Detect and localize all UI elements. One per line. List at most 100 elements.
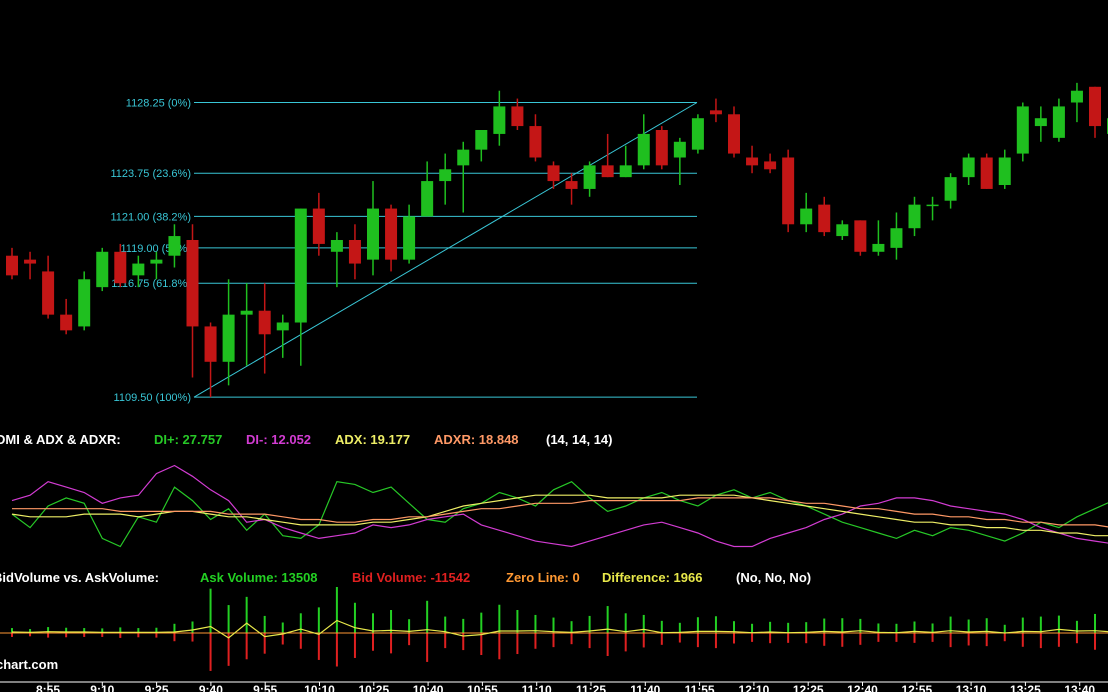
candle-body	[890, 228, 903, 248]
candle-body	[312, 208, 325, 244]
candle-body	[330, 240, 343, 252]
fib-level-label: 1116.75 (61.8%)	[111, 278, 191, 290]
candle-body	[655, 130, 668, 166]
candle-body	[457, 149, 470, 166]
volume-label: BidVolume vs. AskVolume:	[0, 570, 159, 585]
time-tick-label: 12:40	[847, 683, 878, 692]
time-tick-label: 11:25	[576, 683, 606, 692]
fib-trend-line	[193, 102, 698, 398]
candle-body	[691, 118, 704, 150]
time-tick-label: 11:10	[522, 683, 552, 692]
candle-body	[276, 322, 289, 331]
candle-body	[944, 177, 957, 201]
dmi-line-adx	[11, 494, 1108, 537]
adx-value: ADX: 19.177	[335, 432, 410, 447]
di-minus-value: DI-: 12.052	[246, 432, 311, 447]
candle-body	[60, 314, 73, 331]
candle-body	[1052, 106, 1065, 138]
candle-body	[240, 310, 253, 315]
candle-body	[673, 141, 686, 158]
candle-body	[367, 208, 379, 260]
volume-legend: BidVolume vs. AskVolume: Ask Volume: 135…	[0, 570, 811, 585]
candle-body	[186, 240, 199, 327]
time-axis: 8:55 9:10 9:25 9:40 9:55 10:10 10:25 10:40 10:55…	[0, 681, 1108, 692]
candle-body	[1070, 90, 1083, 103]
candle-body	[980, 157, 993, 189]
candle-body	[24, 259, 37, 264]
time-tick-label: 13:10	[956, 683, 987, 692]
time-tick-label: 13:40	[1064, 683, 1095, 692]
candle-body	[150, 259, 163, 264]
candle-body	[114, 251, 127, 284]
candle-body	[583, 165, 596, 189]
candle-body	[132, 263, 145, 276]
zero-line-value: Zero Line: 0	[506, 570, 580, 585]
candle-body	[42, 271, 55, 315]
time-tick-label: 10:40	[413, 683, 444, 692]
candle-body	[962, 157, 975, 178]
time-tick-label: 12:10	[739, 683, 770, 692]
candle-body	[547, 165, 560, 182]
dmi-legend: DMI & ADX & ADXR: DI+: 27.757 DI-: 12.05…	[0, 432, 613, 447]
volume-params: (No, No, No)	[736, 570, 811, 585]
fib-level-label: 1121.00 (38.2%)	[110, 211, 191, 223]
candle-body	[475, 130, 488, 150]
candle-body	[348, 240, 361, 264]
dmi-panel[interactable]: DMI & ADX & ADXR: DI+: 27.757 DI-: 12.05…	[0, 432, 1108, 552]
candle-body	[294, 208, 307, 323]
candle-body	[619, 165, 632, 178]
candle-body	[168, 236, 181, 256]
candle-body	[709, 110, 722, 115]
candle-body	[746, 157, 759, 166]
fib-level-label: 1128.25 (0%)	[126, 98, 191, 110]
candle-body	[728, 114, 740, 154]
time-tick-label: 12:25	[793, 683, 824, 692]
candle-body	[493, 106, 506, 134]
candle-body	[385, 208, 398, 260]
time-tick-label: 12:55	[901, 683, 932, 692]
dmi-line-di-minus	[11, 464, 1108, 548]
candle-body	[854, 220, 867, 252]
candle-body	[1016, 106, 1029, 154]
difference-value: Difference: 1966	[602, 570, 702, 585]
candle-body	[258, 310, 271, 335]
candle-body	[421, 181, 434, 217]
candle-body	[926, 204, 939, 207]
watermark: chart.com	[0, 657, 58, 672]
candle-body	[782, 157, 795, 225]
price-panel[interactable]: 1128.25 (0%) 1123.75 (23.6%) 1121.00 (38.2…	[6, 82, 1108, 404]
candle-body	[872, 243, 885, 252]
candle-body	[565, 181, 578, 189]
candle-body	[529, 126, 542, 158]
candle-body	[637, 133, 650, 166]
candle-body	[908, 204, 921, 229]
candle-body	[78, 279, 91, 327]
time-tick-label: 13:25	[1010, 683, 1041, 692]
time-tick-label: 9:40	[199, 683, 223, 692]
di-plus-value: DI+: 27.757	[154, 432, 222, 447]
volume-bars	[0, 587, 1108, 671]
volume-panel[interactable]: BidVolume vs. AskVolume: Ask Volume: 135…	[0, 570, 1108, 672]
candle-body	[1089, 86, 1101, 127]
adxr-value: ADXR: 18.848	[434, 432, 519, 447]
candle-body	[6, 255, 18, 276]
candle-body	[403, 216, 416, 260]
bid-volume-value: Bid Volume: -11542	[352, 570, 470, 585]
time-tick-label: 10:55	[467, 683, 498, 692]
candle-body	[204, 326, 217, 362]
candle-body	[601, 165, 614, 178]
candle-body	[998, 157, 1011, 185]
candle-body	[1034, 118, 1047, 127]
time-tick-label: 9:55	[253, 683, 277, 692]
candle-body	[818, 204, 831, 233]
difference-line	[11, 619, 1108, 639]
dmi-line-di-plus	[11, 480, 1108, 548]
dmi-params: (14, 14, 14)	[546, 432, 613, 447]
candlesticks	[6, 82, 1108, 398]
time-tick-label: 11:40	[630, 683, 660, 692]
candle-body	[511, 106, 524, 127]
candle-body	[764, 161, 777, 170]
time-tick-label: 11:55	[685, 683, 715, 692]
candle-body	[96, 251, 109, 288]
